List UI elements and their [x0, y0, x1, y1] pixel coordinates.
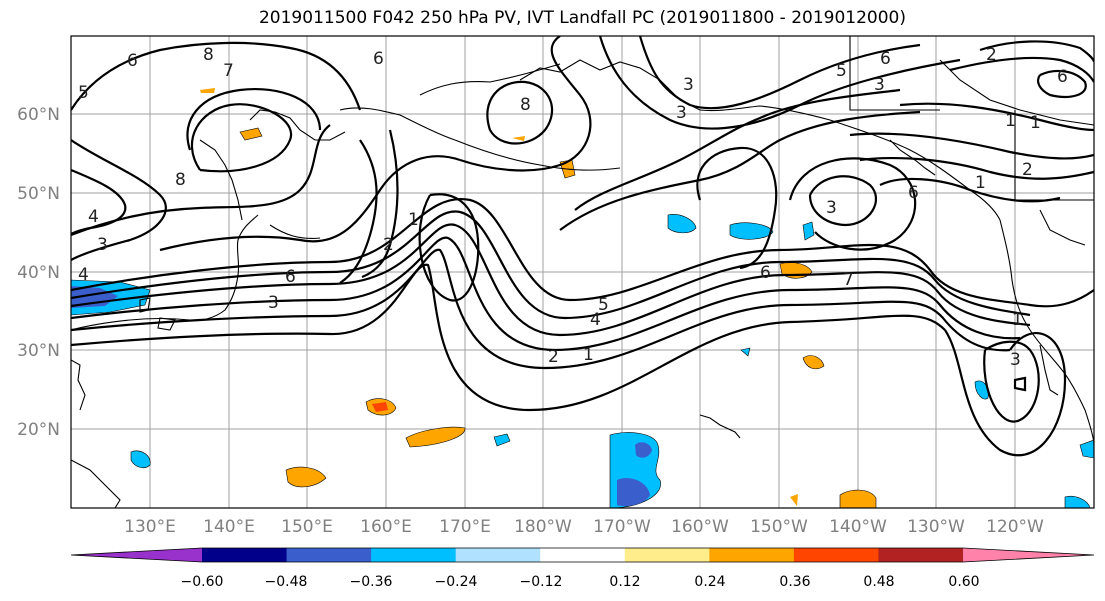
contour-label: 5: [78, 83, 89, 103]
contour-label: 2: [986, 45, 997, 65]
contour-label: 4: [590, 310, 601, 330]
contour-label: 8: [203, 45, 214, 65]
lon-label: 130°W: [907, 517, 965, 537]
contour-label: 5: [598, 295, 609, 315]
colorbar-tick-labels: −0.60 −0.48 −0.36 −0.24 −0.12 0.12 0.24 …: [181, 574, 980, 590]
map-frame: [70, 35, 1095, 509]
map-title: 2019011500 F042 250 hPa PV, IVT Landfall…: [258, 8, 906, 28]
colorbar-tick-label: −0.48: [265, 574, 308, 590]
lon-label: 160°E: [360, 517, 412, 537]
contour-label: 6: [760, 263, 771, 283]
lon-label: 120°W: [986, 517, 1044, 537]
colorbar-tick-label: −0.60: [181, 574, 224, 590]
lon-label: 140°E: [203, 517, 255, 537]
lat-label: 30°N: [17, 341, 60, 361]
colorbar-swatch: [624, 548, 710, 562]
colorbar-tick-label: 0.12: [609, 574, 640, 590]
gridlines: [71, 36, 1094, 508]
colorbar-tick-label: −0.36: [350, 574, 393, 590]
contour-label: 2: [1022, 160, 1033, 180]
contour-label: 4: [88, 207, 99, 227]
colorbar: [70, 547, 1095, 563]
colorbar-swatch: [709, 548, 795, 562]
colorbar-swatch: [963, 548, 1094, 562]
contour-label: 6: [127, 51, 138, 71]
contour-label: 3: [683, 75, 694, 95]
latitude-labels: 60°N 50°N 40°N 30°N 20°N: [17, 105, 60, 440]
lon-label: 140°W: [829, 517, 887, 537]
lon-label: 170°W: [593, 517, 651, 537]
colorbar-tick-label: 0.60: [948, 574, 979, 590]
colorbar-swatch: [371, 548, 457, 562]
contour-label: 7: [843, 270, 854, 290]
contour-label: 1: [975, 173, 986, 193]
contour-label: 1: [1012, 310, 1023, 330]
contour-label: 1: [1030, 113, 1041, 133]
colorbar-swatch: [793, 548, 879, 562]
contour-label: 1: [1005, 111, 1016, 131]
pv-contours: [71, 36, 1094, 457]
colorbar-tick-label: 0.48: [863, 574, 894, 590]
colorbar-swatch: [455, 548, 541, 562]
contour-label: 4: [78, 265, 89, 285]
colorbar-tick-label: 0.36: [779, 574, 810, 590]
contour-label: 2: [383, 235, 394, 255]
contour-label: 6: [908, 183, 919, 203]
colorbar-swatch: [286, 548, 372, 562]
lat-label: 40°N: [17, 263, 60, 283]
contour-label: 7: [223, 61, 234, 81]
longitude-labels: 130°E 140°E 150°E 160°E 170°E 180°W 170°…: [124, 517, 1044, 537]
colorbar-tick-label: −0.24: [435, 574, 478, 590]
contour-label: 6: [285, 267, 296, 287]
lat-label: 60°N: [17, 105, 60, 125]
contour-label: 3: [676, 103, 687, 123]
lat-label: 50°N: [17, 184, 60, 204]
pv-anomaly-shading: [71, 88, 1094, 508]
contour-labels: 6 8 7 6 8 5 6 6 3 5 1 2 1 8 4 3 4 2 1 3 …: [78, 45, 1068, 370]
lon-label: 150°E: [281, 517, 333, 537]
contour-label: 8: [520, 95, 531, 115]
lat-label: 20°N: [17, 420, 60, 440]
contour-label: 3: [1010, 350, 1021, 370]
lon-label: 170°E: [439, 517, 491, 537]
contour-label: 3: [874, 75, 885, 95]
colorbar-swatch: [540, 548, 626, 562]
contour-label: 3: [97, 235, 108, 255]
contour-label: 6: [1057, 67, 1068, 87]
colorbar-outline: [70, 547, 1095, 563]
contour-label: 5: [836, 61, 847, 81]
colorbar-swatch: [878, 548, 964, 562]
contour-label: 6: [373, 49, 384, 69]
contour-label: 3: [268, 293, 279, 313]
lon-label: 150°W: [750, 517, 808, 537]
contour-label: 2: [548, 347, 559, 367]
colorbar-tick-label: −0.12: [520, 574, 563, 590]
lon-label: 160°W: [671, 517, 729, 537]
contour-label: 3: [826, 198, 837, 218]
contour-label: 1: [408, 210, 419, 230]
colorbar-swatch: [71, 548, 202, 562]
contour-label: 1: [583, 345, 594, 365]
contour-label: 8: [175, 170, 186, 190]
colorbar-swatch: [202, 548, 288, 562]
contour-label: 6: [880, 49, 891, 69]
colorbar-tick-label: 0.24: [694, 574, 725, 590]
lon-label: 180°W: [514, 517, 572, 537]
lon-label: 130°E: [124, 517, 176, 537]
